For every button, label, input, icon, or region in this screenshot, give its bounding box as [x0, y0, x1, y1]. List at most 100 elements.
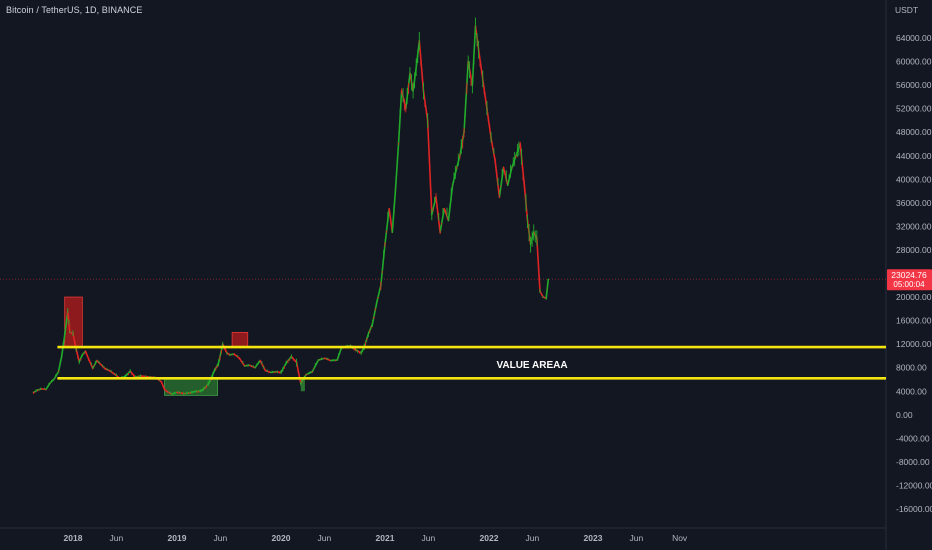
y-tick-label: -8000.00: [896, 457, 930, 467]
last-price-badge: [887, 269, 932, 291]
price-segment: [171, 391, 178, 395]
price-segment: [435, 196, 441, 234]
price-segment: [511, 154, 517, 169]
y-tick-label: 0.00: [896, 410, 913, 420]
y-tick-label: 32000.00: [896, 221, 932, 231]
price-segment: [91, 359, 98, 370]
x-tick-label: Jun: [422, 533, 436, 543]
price-segment: [249, 364, 256, 369]
price-segment: [53, 371, 60, 380]
y-tick-label: -16000.00: [896, 504, 932, 514]
x-tick-label: Nov: [672, 533, 688, 543]
price-segment: [363, 333, 370, 348]
price-segment: [243, 364, 251, 367]
price-segment: [285, 355, 293, 364]
price-segment: [375, 284, 382, 304]
price-segment: [139, 375, 147, 378]
y-tick-label: -4000.00: [896, 433, 930, 443]
x-tick-label: 2019: [168, 533, 187, 543]
price-segment: [367, 322, 374, 335]
price-segment: [443, 207, 450, 222]
y-tick-label: 44000.00: [896, 151, 932, 161]
price-segment: [264, 369, 272, 374]
y-tick-label: 52000.00: [896, 104, 932, 114]
price-segment: [221, 343, 228, 354]
price-segment: [404, 72, 411, 110]
price-segment: [426, 119, 433, 216]
price-segment: [129, 370, 137, 378]
y-tick-label: 12000.00: [896, 339, 932, 349]
y-tick-label: 4000.00: [896, 386, 927, 396]
price-segment: [481, 78, 488, 110]
price-segment: [447, 184, 454, 222]
x-tick-label: Jun: [110, 533, 124, 543]
price-segment: [439, 207, 446, 234]
price-segment: [463, 60, 470, 133]
price-segment: [384, 207, 390, 245]
price-segment: [49, 378, 56, 384]
price-segment: [459, 131, 465, 157]
price-segment: [486, 107, 492, 139]
price-segment: [213, 362, 220, 372]
price-segment: [515, 143, 522, 157]
y-tick-label: 48000.00: [896, 127, 932, 137]
y-tick-label: 64000.00: [896, 33, 932, 43]
price-segment: [108, 369, 116, 375]
y-tick-label: 8000.00: [896, 363, 927, 373]
price-segment: [336, 347, 343, 361]
price-segment: [400, 90, 407, 110]
currency-label: USDT: [895, 5, 918, 15]
price-segment: [467, 60, 474, 86]
green-zone-2020: [300, 378, 305, 392]
price-segment: [134, 375, 142, 378]
y-tick-label: -12000.00: [896, 480, 932, 490]
price-segment: [355, 349, 362, 354]
last-price-value: 23024.76: [891, 270, 927, 280]
price-segment: [451, 166, 458, 186]
price-segment: [96, 359, 102, 366]
price-segment: [506, 166, 513, 186]
price-segment: [233, 353, 241, 360]
x-tick-label: Jun: [630, 533, 644, 543]
y-tick-label: 20000.00: [896, 292, 932, 302]
price-segment: [259, 359, 267, 372]
price-segment: [290, 355, 298, 364]
value-area-label[interactable]: VALUE AREAA: [496, 360, 567, 371]
price-segment: [494, 160, 501, 198]
x-tick-label: 2023: [584, 533, 603, 543]
price-segment: [100, 363, 107, 370]
price-segment: [238, 357, 246, 367]
price-segment: [380, 243, 386, 287]
x-tick-label: Jun: [214, 533, 228, 543]
y-tick-label: 40000.00: [896, 174, 932, 184]
x-tick-label: 2021: [376, 533, 395, 543]
y-tick-label: 60000.00: [896, 57, 932, 67]
x-tick-label: Jun: [526, 533, 540, 543]
price-segment: [422, 90, 429, 122]
x-tick-label: Jun: [318, 533, 332, 543]
price-segment: [371, 302, 378, 325]
price-segment: [254, 359, 262, 369]
price-segment: [430, 196, 437, 216]
price-segment: [502, 166, 509, 186]
bar-countdown: 05:00:04: [893, 280, 925, 289]
price-segment: [274, 371, 282, 374]
price-segment: [280, 362, 288, 374]
red-zone-2019: [231, 331, 249, 348]
y-tick-label: 28000.00: [896, 245, 932, 255]
price-segment: [519, 143, 526, 186]
symbol-title[interactable]: Bitcoin / TetherUS, 1D, BINANCE: [6, 5, 143, 15]
price-segment: [477, 48, 484, 81]
y-tick-label: 16000.00: [896, 316, 932, 326]
price-segment: [269, 371, 277, 374]
x-tick-label: 2022: [480, 533, 499, 543]
x-tick-label: 2020: [272, 533, 291, 543]
x-tick-label: 2018: [64, 533, 83, 543]
price-segment: [418, 40, 425, 92]
price-segment: [87, 358, 94, 370]
y-tick-label: 36000.00: [896, 198, 932, 208]
price-segment: [45, 382, 51, 391]
price-segment: [295, 361, 302, 385]
